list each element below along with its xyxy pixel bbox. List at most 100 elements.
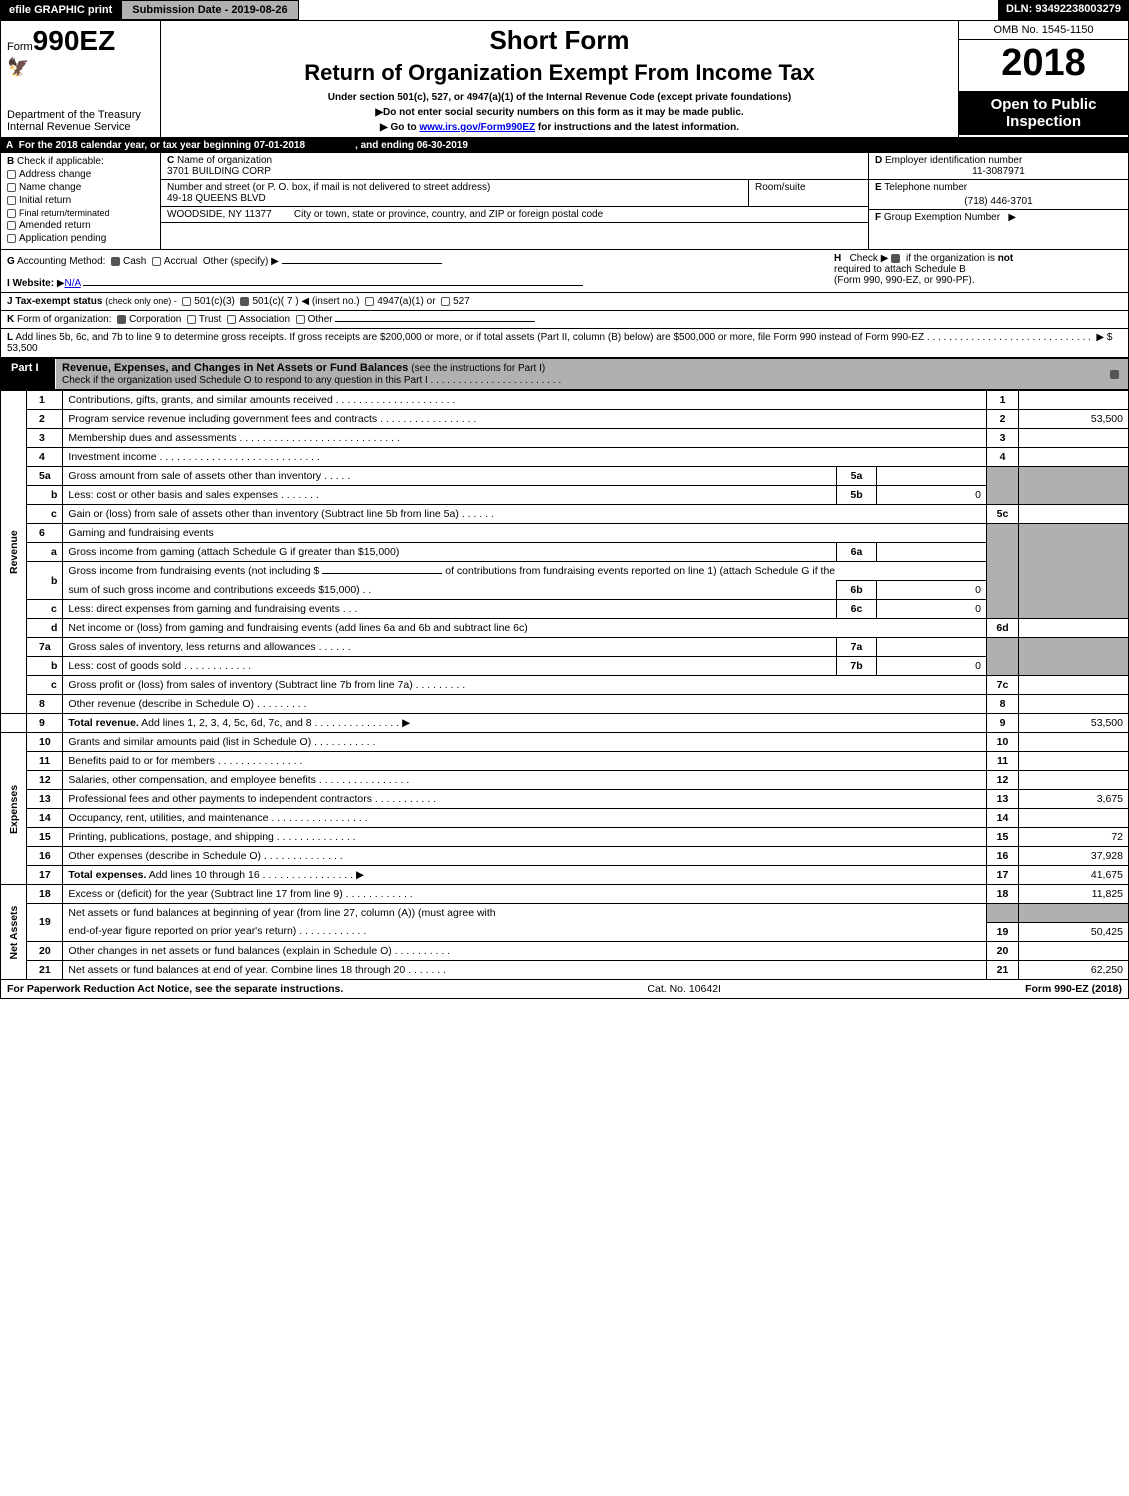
check-name-change[interactable]: Name change (7, 182, 154, 193)
line-8-rnum: 8 (987, 695, 1019, 714)
line-13-amount: 3,675 (1019, 790, 1129, 809)
line-5c-rnum: 5c (987, 505, 1019, 524)
line-16-rnum: 16 (987, 847, 1019, 866)
header-left: Form 990EZ 🦅 Department of the Treasury … (1, 21, 161, 137)
line-8-amount (1019, 695, 1129, 714)
line-7c-rnum: 7c (987, 676, 1019, 695)
check-association[interactable] (227, 315, 236, 324)
efile-print-button[interactable]: efile GRAPHIC print (0, 0, 121, 20)
line-5b-subamt: 0 (877, 486, 987, 505)
line-6c-desc: Less: direct expenses from gaming and fu… (63, 600, 837, 619)
check-trust[interactable] (187, 315, 196, 324)
line-6a-num: a (27, 543, 63, 562)
check-527[interactable] (441, 297, 450, 306)
check-address-change[interactable]: Address change (7, 169, 154, 180)
line-5b-num: b (27, 486, 63, 505)
org-city: WOODSIDE, NY 11377 (167, 209, 272, 220)
line-18-rnum: 18 (987, 885, 1019, 904)
section-l: L Add lines 5b, 6c, and 7b to line 9 to … (0, 329, 1129, 358)
org-street: 49-18 QUEENS BLVD (167, 193, 266, 204)
line-2-desc: Program service revenue including govern… (63, 410, 987, 429)
line-6a-subamt (877, 543, 987, 562)
line-17-rnum: 17 (987, 866, 1019, 885)
line-11-amount (1019, 752, 1129, 771)
line-14-num: 14 (27, 809, 63, 828)
line-5a-sub: 5a (837, 467, 877, 486)
check-schedule-o-part1[interactable] (1110, 370, 1119, 379)
form-number: Form 990EZ (7, 25, 154, 57)
check-other[interactable] (296, 315, 305, 324)
header-center: Short Form Return of Organization Exempt… (161, 21, 958, 137)
check-501c[interactable] (240, 297, 249, 306)
line-6b-subamt: 0 (877, 581, 987, 600)
line-5a-desc: Gross amount from sale of assets other t… (63, 467, 837, 486)
department-label: Department of the Treasury (7, 109, 154, 121)
line-12-num: 12 (27, 771, 63, 790)
line-21-num: 21 (27, 960, 63, 979)
check-4947a1[interactable] (365, 297, 374, 306)
shaded-6-amt (1019, 524, 1129, 619)
line-6d-desc: Net income or (loss) from gaming and fun… (63, 619, 987, 638)
part-1-label: Part I (1, 359, 56, 389)
footer-left: For Paperwork Reduction Act Notice, see … (7, 983, 343, 995)
open-to-public-badge: Open to Public Inspection (959, 92, 1128, 135)
line-3-amount (1019, 429, 1129, 448)
line-7b-sub: 7b (837, 657, 877, 676)
check-final-return[interactable]: Final return/terminated (7, 208, 154, 218)
line-19-num: 19 (27, 904, 63, 942)
line-6d-num: d (27, 619, 63, 638)
line-2-rnum: 2 (987, 410, 1019, 429)
org-info-section: B Check if applicable: Address change Na… (0, 153, 1129, 250)
line-14-amount (1019, 809, 1129, 828)
part-1-table: Revenue 1 Contributions, gifts, grants, … (0, 390, 1129, 980)
line-6b-desc3: sum of such gross income and contributio… (63, 581, 837, 600)
part-1-header: Part I Revenue, Expenses, and Changes in… (0, 358, 1129, 390)
line-a-tax-year: A For the 2018 calendar year, or tax yea… (0, 138, 1129, 153)
line-6-desc: Gaming and fundraising events (63, 524, 987, 543)
top-bar-left: efile GRAPHIC print Submission Date - 20… (0, 0, 299, 20)
line-5c-desc: Gain or (loss) from sale of assets other… (63, 505, 987, 524)
check-cash[interactable] (111, 257, 120, 266)
line-9-desc: Total revenue. Add lines 1, 2, 3, 4, 5c,… (63, 714, 987, 733)
check-501c3[interactable] (182, 297, 191, 306)
footer-right: Form 990-EZ (2018) (1025, 983, 1122, 995)
check-accrual[interactable] (152, 257, 161, 266)
form-header: Form 990EZ 🦅 Department of the Treasury … (0, 21, 1129, 138)
check-schedule-b-not-required[interactable] (891, 254, 900, 263)
line-10-desc: Grants and similar amounts paid (list in… (63, 733, 987, 752)
tax-year: 2018 (959, 40, 1128, 92)
line-5b-desc: Less: cost or other basis and sales expe… (63, 486, 837, 505)
goto-text: Go to www.irs.gov/Form990EZ for instruct… (167, 122, 952, 133)
return-title: Return of Organization Exempt From Incom… (167, 60, 952, 86)
line-15-desc: Printing, publications, postage, and shi… (63, 828, 987, 847)
line-7b-num: b (27, 657, 63, 676)
line-1-desc: Contributions, gifts, grants, and simila… (63, 391, 987, 410)
line-2-num: 2 (27, 410, 63, 429)
do-not-enter-text: Do not enter social security numbers on … (167, 107, 952, 118)
line-1-rnum: 1 (987, 391, 1019, 410)
org-name: 3701 BUILDING CORP (167, 166, 271, 177)
line-7a-desc: Gross sales of inventory, less returns a… (63, 638, 837, 657)
check-amended-return[interactable]: Amended return (7, 220, 154, 231)
page-footer: For Paperwork Reduction Act Notice, see … (0, 980, 1129, 999)
netassets-side-label: Net Assets (1, 885, 27, 980)
line-8-desc: Other revenue (describe in Schedule O) .… (63, 695, 987, 714)
section-e: E Telephone number (718) 446-3701 (869, 180, 1128, 210)
goto-link[interactable]: www.irs.gov/Form990EZ (419, 122, 535, 133)
check-application-pending[interactable]: Application pending (7, 233, 154, 244)
line-6d-rnum: 6d (987, 619, 1019, 638)
line-16-desc: Other expenses (describe in Schedule O) … (63, 847, 987, 866)
check-corporation[interactable] (117, 315, 126, 324)
section-k: K Form of organization: Corporation Trus… (0, 311, 1129, 329)
line-10-rnum: 10 (987, 733, 1019, 752)
check-initial-return[interactable]: Initial return (7, 195, 154, 206)
line-12-desc: Salaries, other compensation, and employ… (63, 771, 987, 790)
line-11-desc: Benefits paid to or for members . . . . … (63, 752, 987, 771)
line-19-amount: 50,425 (1019, 922, 1129, 941)
line-5c-num: c (27, 505, 63, 524)
line-3-num: 3 (27, 429, 63, 448)
line-21-desc: Net assets or fund balances at end of ye… (63, 960, 987, 979)
line-2-amount: 53,500 (1019, 410, 1129, 429)
line-6b-desc1: Gross income from fundraising events (no… (63, 562, 987, 581)
website-link[interactable]: N/A (65, 278, 81, 289)
